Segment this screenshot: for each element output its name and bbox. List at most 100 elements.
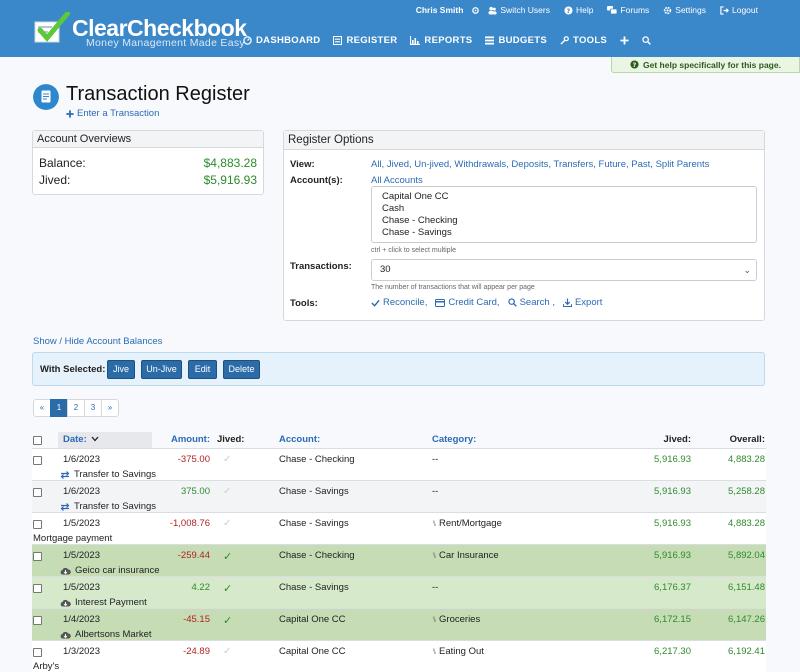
page-prev[interactable]: « (33, 399, 51, 417)
row-jived-toggle[interactable]: ✓ (223, 486, 231, 497)
row-amount: -45.15 (183, 614, 210, 625)
table-row[interactable]: 1/3/2023 -24.89 ✓ Capital One CC ⑊ Eating Ou… (32, 640, 766, 672)
row-category: ⑊ Rent/Mortgage (432, 518, 502, 529)
export-label: Export (574, 297, 603, 308)
accounts-listbox[interactable]: Capital One CC Cash Chase - Checking Cha… (371, 186, 757, 243)
table-row[interactable]: 1/6/2023 -375.00 ✓ Chase - Checking -- 5,916.… (32, 448, 766, 480)
top-menu-gear[interactable] (471, 3, 480, 17)
account-option[interactable]: Capital One CC (382, 191, 449, 202)
row-jived-toggle[interactable]: ✓ (223, 518, 231, 529)
row-checkbox[interactable] (33, 648, 42, 657)
row-checkbox[interactable] (33, 584, 42, 593)
account-option[interactable]: Cash (382, 203, 405, 214)
jive-button[interactable]: Jive (107, 360, 135, 379)
top-menu-user[interactable]: Chris Smith (416, 3, 464, 17)
tools-icon (560, 36, 569, 45)
nav-register-label: REGISTER (346, 35, 398, 46)
reconcile-link[interactable]: Reconcile, (371, 297, 427, 308)
page-3[interactable]: 3 (84, 399, 102, 417)
top-menu-settings[interactable]: Settings (663, 3, 706, 17)
account-option[interactable]: Chase - Checking (382, 215, 458, 226)
row-date: 1/6/2023 (63, 486, 100, 497)
top-menu-switch-users[interactable]: Switch Users (488, 3, 550, 17)
row-amount: 4.22 (191, 582, 211, 593)
view-filter-links[interactable]: All, Jived, Un-jived, Withdrawals, Depos… (371, 159, 710, 170)
row-account: Capital One CC (279, 614, 346, 625)
nav-reports[interactable]: REPORTS (410, 35, 472, 46)
row-overall-balance: 4,883.28 (728, 454, 765, 465)
logo-title: ClearCheckbook (72, 15, 247, 41)
row-date: 1/4/2023 (63, 614, 100, 625)
all-accounts-link[interactable]: All Accounts (371, 175, 423, 186)
row-amount: -259.44 (177, 550, 210, 561)
row-description: Arby's (33, 661, 59, 672)
amount-column-header[interactable]: Amount: (170, 434, 210, 445)
table-row[interactable]: 1/4/2023 -45.15 ✓ Capital One CC ⑊ Groceries… (32, 608, 766, 640)
nav-register[interactable]: REGISTER (333, 35, 397, 46)
nav-reports-label: REPORTS (424, 35, 473, 46)
nav-dashboard-label: DASHBOARD (256, 35, 321, 46)
row-checkbox[interactable] (33, 552, 42, 561)
account-overviews-title: Account Overviews (33, 131, 263, 148)
row-checkbox[interactable] (33, 488, 42, 497)
enter-transaction-link[interactable]: Enter a Transaction (66, 108, 159, 119)
page-1[interactable]: 1 (50, 399, 68, 417)
logo[interactable]: ClearCheckbook Money Management Made Eas… (34, 12, 247, 49)
forums-label: Forums (620, 5, 650, 15)
table-row[interactable]: 1/5/2023 4.22 ✓ Chase - Savings -- 6,176.37 6,… (32, 576, 766, 608)
switch-users-label: Switch Users (500, 5, 550, 15)
row-jived-toggle[interactable]: ✓ (223, 646, 231, 657)
row-overall-balance: 5,892.04 (728, 550, 765, 561)
delete-button[interactable]: Delete (223, 360, 260, 379)
export-link[interactable]: Export (562, 297, 603, 308)
page-help-button[interactable]: ? Get help specifically for this page. (611, 57, 800, 73)
page-next[interactable]: » (101, 399, 119, 417)
table-row[interactable]: 1/5/2023 -259.44 ✓ Chase - Checking ⑊ Car In… (32, 544, 766, 576)
nav-search[interactable] (642, 35, 651, 46)
row-jived-toggle[interactable]: ✓ (223, 454, 231, 465)
select-all-checkbox[interactable] (33, 436, 42, 445)
svg-text:?: ? (633, 62, 637, 69)
help-label: Help (575, 5, 594, 15)
enter-transaction-label: Enter a Transaction (77, 108, 160, 119)
budgets-icon (485, 36, 495, 45)
row-checkbox[interactable] (33, 520, 42, 529)
account-option[interactable]: Chase - Savings (382, 227, 452, 238)
transactions-select[interactable]: 30 ⌄ (371, 259, 757, 281)
with-selected-label: With Selected: (40, 364, 106, 375)
row-checkbox[interactable] (33, 456, 42, 465)
nav-dashboard[interactable]: DASHBOARD (243, 35, 320, 46)
row-category: ⑊ Car Insurance (432, 550, 499, 561)
settings-label: Settings (675, 5, 706, 15)
nav-add[interactable] (620, 35, 629, 46)
edit-button[interactable]: Edit (188, 360, 217, 379)
show-hide-balances-link[interactable]: Show / Hide Account Balances (33, 336, 163, 347)
top-menu-help[interactable]: ? Help (564, 3, 593, 17)
top-menu-forums[interactable]: Forums (607, 3, 649, 17)
row-jived-toggle[interactable]: ✓ (223, 550, 232, 563)
nav-budgets[interactable]: BUDGETS (485, 35, 547, 46)
row-jived-toggle[interactable]: ✓ (223, 582, 232, 595)
account-column-header[interactable]: Account: (279, 434, 321, 445)
gear-small-icon (472, 6, 480, 14)
page-2[interactable]: 2 (67, 399, 85, 417)
nav-tools[interactable]: TOOLS (560, 35, 607, 46)
search-link[interactable]: Search , (507, 297, 555, 308)
tools-links: Reconcile, Credit Card, Search , Export (371, 297, 602, 308)
unjive-button[interactable]: Un-Jive (141, 360, 182, 379)
date-header-bg (58, 432, 152, 448)
row-jived-balance: 5,916.93 (654, 518, 691, 529)
date-column-header[interactable]: Date: (63, 434, 99, 445)
row-checkbox[interactable] (33, 616, 42, 625)
top-menu-logout[interactable]: Logout (720, 3, 758, 17)
table-row[interactable]: 1/6/2023 375.00 ✓ Chase - Savings -- 5,916.93… (32, 480, 766, 512)
row-overall-balance: 4,883.28 (728, 518, 765, 529)
row-description-label: Transfer to Savings (74, 469, 157, 480)
credit-card-icon (435, 298, 446, 307)
table-row[interactable]: 1/5/2023 -1,008.76 ✓ Chase - Savings ⑊ Rent/… (32, 512, 766, 544)
category-column-header[interactable]: Category: (432, 434, 477, 445)
row-category-label: -- (432, 486, 439, 497)
row-jived-toggle[interactable]: ✓ (223, 614, 232, 627)
row-description-label: Arby's (33, 661, 60, 672)
credit-card-link[interactable]: Credit Card, (435, 297, 500, 308)
